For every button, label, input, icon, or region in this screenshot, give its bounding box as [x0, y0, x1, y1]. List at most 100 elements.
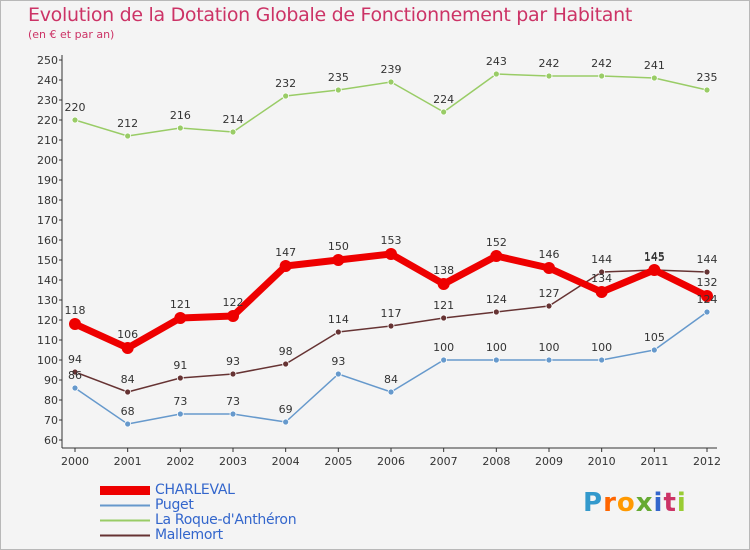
- y-tick-label: 190: [37, 174, 58, 187]
- data-label-charleval: 145: [644, 250, 665, 263]
- logo-letter: t: [663, 488, 677, 518]
- data-point-charleval: [543, 262, 555, 274]
- data-point-la-roque: [598, 72, 606, 80]
- x-tick-label: 2012: [693, 455, 721, 468]
- legend-swatch-charleval: [100, 486, 150, 495]
- y-tick-label: 180: [37, 194, 58, 207]
- data-label-la-roque: 216: [170, 109, 191, 122]
- data-point-la-roque: [124, 132, 132, 140]
- data-label-puget: 124: [697, 293, 718, 306]
- data-point-la-roque: [229, 128, 237, 136]
- data-label-puget: 100: [591, 341, 612, 354]
- y-tick-label: 60: [44, 434, 58, 447]
- data-point-charleval: [490, 250, 503, 262]
- x-tick-label: 2000: [61, 455, 89, 468]
- data-label-mallemort: 91: [173, 359, 187, 372]
- data-label-mallemort: 84: [121, 373, 135, 386]
- data-point-charleval: [121, 342, 134, 354]
- y-tick-label: 170: [37, 214, 58, 227]
- data-label-charleval: 152: [486, 236, 507, 249]
- data-label-la-roque: 224: [433, 93, 454, 106]
- data-label-charleval: 118: [65, 304, 86, 317]
- chart-subtitle: (en € et par an): [28, 28, 115, 41]
- x-tick-label: 2011: [640, 455, 668, 468]
- legend-item-la-roque: La Roque-d'Anthéron: [100, 513, 297, 528]
- x-tick-label: 2001: [114, 455, 142, 468]
- legend: CHARLEVAL Puget La Roque-d'Anthéron Mall…: [100, 482, 297, 543]
- x-tick-label: 2006: [377, 455, 405, 468]
- data-label-la-roque: 243: [486, 55, 507, 68]
- data-point-mallemort: [282, 360, 290, 368]
- x-tick-label: 2004: [272, 455, 300, 468]
- data-point-charleval: [174, 312, 187, 324]
- y-tick-label: 200: [37, 154, 58, 167]
- data-label-la-roque: 232: [275, 77, 296, 90]
- data-label-puget: 84: [384, 373, 398, 386]
- data-label-la-roque: 214: [223, 113, 244, 126]
- data-label-la-roque: 220: [65, 101, 86, 114]
- data-label-puget: 73: [226, 395, 240, 408]
- data-point-la-roque: [71, 116, 79, 124]
- data-point-puget: [650, 346, 658, 354]
- legend-swatch-puget: [100, 504, 150, 507]
- data-label-puget: 93: [331, 355, 345, 368]
- data-point-mallemort: [176, 374, 184, 382]
- data-label-la-roque: 242: [591, 57, 612, 70]
- x-tick-label: 2008: [482, 455, 510, 468]
- data-point-puget: [440, 356, 448, 364]
- data-label-la-roque: 235: [328, 71, 349, 84]
- legend-item-mallemort: Mallemort: [100, 528, 296, 543]
- data-point-charleval: [227, 310, 239, 322]
- data-point-charleval: [701, 290, 713, 302]
- y-tick-label: 130: [37, 294, 58, 307]
- legend-label-puget: Puget: [155, 497, 194, 513]
- legend-item-puget: Puget: [100, 498, 296, 513]
- x-tick-label: 2003: [219, 455, 247, 468]
- data-point-mallemort: [387, 322, 395, 330]
- legend-label-charleval: CHARLEVAL: [155, 482, 235, 498]
- data-label-mallemort: 121: [433, 299, 454, 312]
- data-point-la-roque: [334, 86, 342, 94]
- data-point-puget: [703, 308, 711, 316]
- data-point-la-roque: [545, 72, 553, 80]
- x-tick-label: 2009: [535, 455, 563, 468]
- data-point-mallemort: [229, 370, 237, 378]
- proxiti-logo: Proxiti: [583, 488, 687, 518]
- data-point-la-roque: [703, 86, 711, 94]
- data-label-la-roque: 239: [381, 63, 402, 76]
- chart-title: Evolution de la Dotation Globale de Fonc…: [28, 4, 633, 26]
- data-point-charleval: [437, 278, 450, 290]
- data-label-charleval: 106: [117, 328, 138, 341]
- data-label-la-roque: 242: [539, 57, 560, 70]
- data-point-charleval: [279, 260, 292, 272]
- data-label-charleval: 132: [697, 276, 718, 289]
- y-tick-label: 80: [44, 394, 58, 407]
- x-tick-label: 2005: [324, 455, 352, 468]
- data-point-mallemort: [124, 388, 132, 396]
- data-label-puget: 69: [279, 403, 293, 416]
- data-point-mallemort: [545, 302, 553, 310]
- data-label-puget: 100: [433, 341, 454, 354]
- data-label-charleval: 153: [381, 234, 402, 247]
- data-point-charleval: [648, 264, 661, 276]
- data-label-charleval: 121: [170, 298, 191, 311]
- data-label-mallemort: 144: [697, 253, 718, 266]
- legend-swatch-mallemort: [100, 534, 150, 537]
- data-label-mallemort: 94: [68, 353, 82, 366]
- data-point-la-roque: [492, 70, 500, 78]
- data-label-mallemort: 124: [486, 293, 507, 306]
- data-label-mallemort: 98: [279, 345, 293, 358]
- data-point-puget: [176, 410, 184, 418]
- legend-label-mallemort: Mallemort: [155, 527, 223, 543]
- data-label-la-roque: 212: [117, 117, 138, 130]
- data-point-la-roque: [282, 92, 290, 100]
- x-tick-label: 2007: [430, 455, 458, 468]
- data-label-mallemort: 114: [328, 313, 349, 326]
- data-label-puget: 68: [121, 405, 135, 418]
- data-label-mallemort: 127: [539, 287, 560, 300]
- data-point-la-roque: [440, 108, 448, 116]
- data-point-puget: [334, 370, 342, 378]
- y-tick-label: 120: [37, 314, 58, 327]
